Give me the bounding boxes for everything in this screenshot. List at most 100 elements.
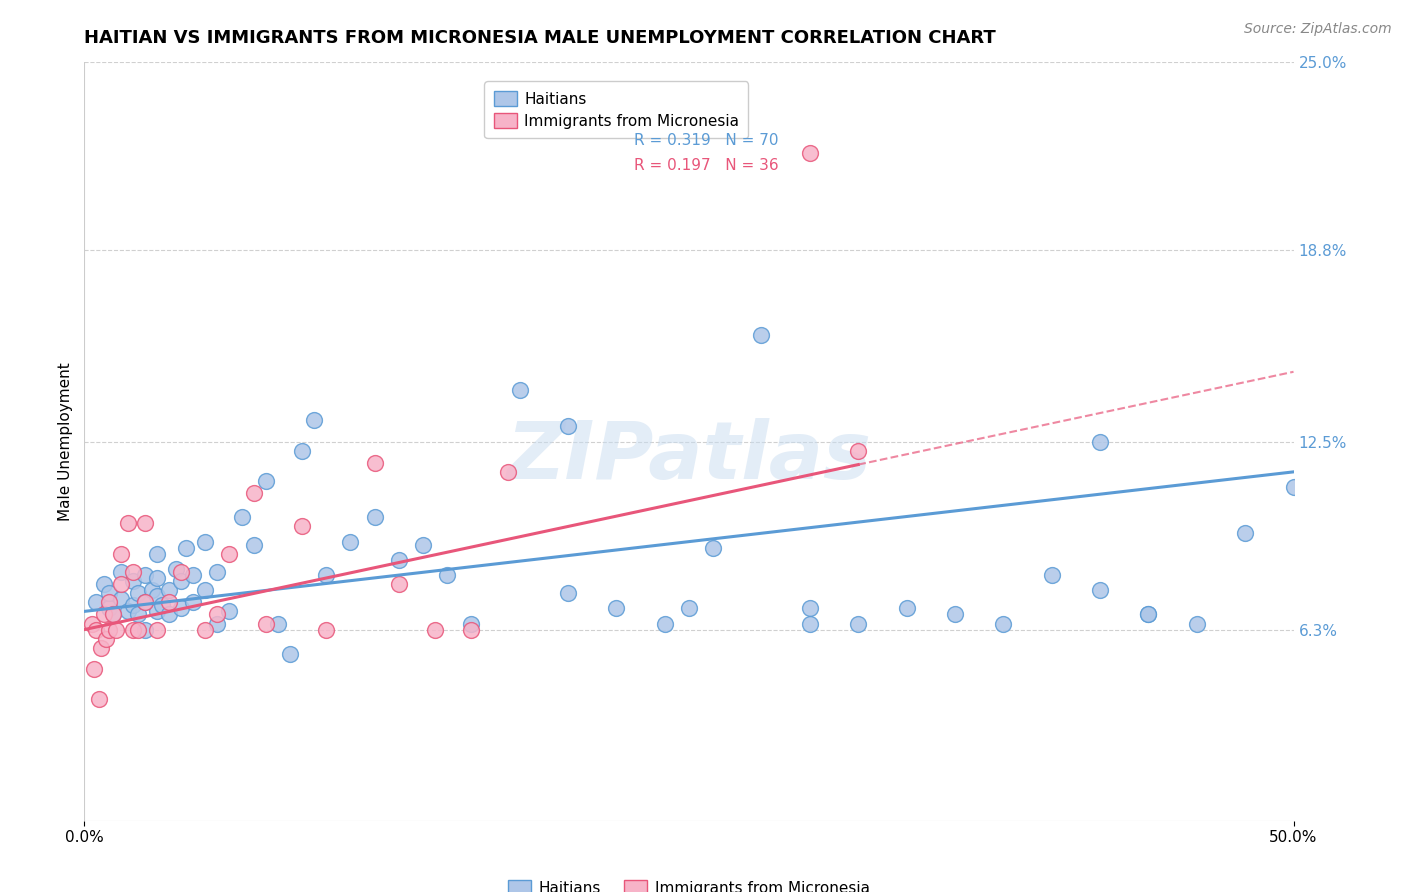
Point	[194, 534, 217, 549]
Text: Source: ZipAtlas.com: Source: ZipAtlas.com	[1244, 22, 1392, 37]
Point	[110, 565, 132, 579]
Point	[218, 547, 240, 561]
Text: HAITIAN VS IMMIGRANTS FROM MICRONESIA MALE UNEMPLOYMENT CORRELATION CHART: HAITIAN VS IMMIGRANTS FROM MICRONESIA MA…	[84, 29, 995, 47]
Point	[605, 601, 627, 615]
Y-axis label: Male Unemployment: Male Unemployment	[58, 362, 73, 521]
Point	[496, 465, 519, 479]
Point	[846, 616, 869, 631]
Point	[896, 601, 918, 615]
Point	[242, 538, 264, 552]
Point	[97, 595, 120, 609]
Point	[557, 586, 579, 600]
Point	[388, 577, 411, 591]
Point	[97, 623, 120, 637]
Point	[165, 562, 187, 576]
Point	[207, 565, 229, 579]
Point	[117, 604, 139, 618]
Point	[1137, 607, 1160, 622]
Point	[799, 601, 821, 615]
Point	[1185, 616, 1208, 631]
Point	[97, 601, 120, 615]
Text: ZIPatlas: ZIPatlas	[506, 417, 872, 496]
Point	[121, 599, 143, 613]
Point	[363, 456, 385, 470]
Point	[799, 616, 821, 631]
Point	[1088, 583, 1111, 598]
Point	[103, 607, 125, 622]
Point	[103, 607, 125, 622]
Point	[146, 547, 169, 561]
Point	[1088, 434, 1111, 449]
Point	[121, 565, 143, 579]
Point	[127, 586, 149, 600]
Point	[127, 607, 149, 622]
Point	[557, 419, 579, 434]
Point	[127, 623, 149, 637]
Point	[134, 568, 156, 582]
Point	[315, 568, 337, 582]
Point	[846, 443, 869, 458]
Point	[93, 577, 115, 591]
Point	[436, 568, 458, 582]
Point	[388, 553, 411, 567]
Point	[157, 583, 180, 598]
Point	[134, 595, 156, 609]
Point	[943, 607, 966, 622]
Point	[207, 616, 229, 631]
Point	[110, 577, 132, 591]
Point	[207, 607, 229, 622]
Point	[90, 640, 112, 655]
Point	[93, 607, 115, 622]
Point	[146, 589, 169, 603]
Point	[423, 623, 446, 637]
Point	[1040, 568, 1063, 582]
Point	[134, 516, 156, 531]
Point	[157, 607, 180, 622]
Point	[1234, 525, 1257, 540]
Point	[509, 383, 531, 397]
Point	[150, 599, 173, 613]
Point	[83, 662, 105, 676]
Point	[339, 534, 361, 549]
Point	[121, 623, 143, 637]
Text: R = 0.319   N = 70: R = 0.319 N = 70	[634, 133, 779, 148]
Point	[174, 541, 197, 555]
Point	[242, 486, 264, 500]
Point	[254, 474, 277, 488]
Point	[134, 595, 156, 609]
Point	[194, 623, 217, 637]
Point	[194, 583, 217, 598]
Legend: Haitians, Immigrants from Micronesia: Haitians, Immigrants from Micronesia	[502, 874, 876, 892]
Point	[218, 604, 240, 618]
Point	[291, 443, 314, 458]
Point	[993, 616, 1015, 631]
Point	[254, 616, 277, 631]
Point	[678, 601, 700, 615]
Point	[134, 623, 156, 637]
Point	[97, 586, 120, 600]
Point	[702, 541, 724, 555]
Point	[80, 616, 103, 631]
Point	[460, 616, 482, 631]
Point	[117, 516, 139, 531]
Point	[278, 647, 301, 661]
Point	[654, 616, 676, 631]
Point	[170, 601, 193, 615]
Point	[146, 571, 169, 585]
Point	[412, 538, 434, 552]
Point	[110, 592, 132, 607]
Text: R = 0.197   N = 36: R = 0.197 N = 36	[634, 158, 779, 173]
Point	[1137, 607, 1160, 622]
Point	[110, 547, 132, 561]
Point	[315, 623, 337, 637]
Point	[94, 632, 117, 646]
Point	[267, 616, 290, 631]
Point	[146, 623, 169, 637]
Point	[170, 574, 193, 588]
Point	[799, 146, 821, 161]
Point	[460, 623, 482, 637]
Point	[86, 595, 108, 609]
Point	[363, 510, 385, 524]
Point	[170, 565, 193, 579]
Point	[1282, 480, 1305, 494]
